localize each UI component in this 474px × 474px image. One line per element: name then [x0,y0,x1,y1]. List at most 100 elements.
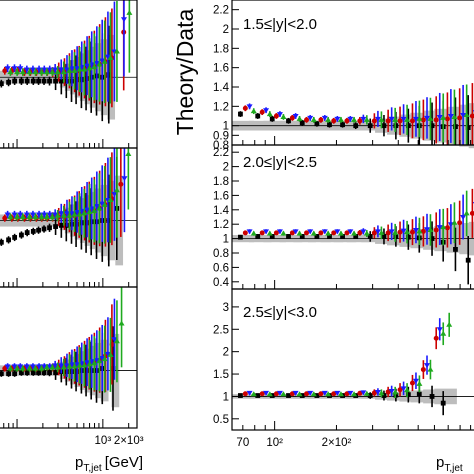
data-point-green [310,391,317,397]
y-tick-label: 1.2 [213,219,229,231]
y-tick-label: 0.9 [213,130,229,142]
y-tick-label: 0.6 [213,262,229,274]
data-point-blue [11,210,18,219]
data-point-green [54,66,61,79]
data-point-green [91,33,98,101]
data-point-black [314,120,320,127]
data-point-green [351,116,358,123]
data-point-black [238,234,243,240]
data-point-green [446,312,453,337]
data-point-black [73,55,79,105]
y-tick-label: 0.4 [213,277,230,289]
data-point-black [106,25,112,124]
data-point-black [367,231,373,242]
data-point-blue [412,216,419,244]
data-point-blue [99,324,106,392]
data-point-green [19,365,26,372]
data-point-red [2,365,8,372]
data-point-black [314,234,320,239]
data-point-black [367,118,373,133]
data-point-black [6,370,11,377]
data-point-blue [41,210,48,219]
data-point-black [24,369,30,376]
data-point-green [76,193,83,236]
data-point-black [53,218,58,235]
data-point-blue [4,64,11,73]
data-point-black [440,391,446,416]
data-point-blue [424,213,431,245]
data-point-green [250,230,257,236]
data-point-blue [36,363,43,370]
y-tick-label: 0.8 [213,140,229,152]
data-point-green [101,166,108,244]
data-point-blue [41,65,48,74]
data-point-green [107,157,114,243]
data-point-black [429,102,435,145]
data-point-green [76,347,83,384]
data-point-green [325,116,332,123]
data-point-black [24,77,30,85]
y-tick-label: 1.8 [213,176,229,188]
data-point-blue [84,338,91,387]
data-point-green [96,330,103,392]
data-point-black [106,174,112,267]
data-point-green [60,358,67,377]
data-point-green [101,20,108,104]
data-point-red [409,219,415,246]
data-point-black [286,393,291,398]
y-tick-label: 1.2 [213,101,229,113]
data-point-green [296,115,303,122]
data-point-blue [4,210,11,219]
data-point-blue [4,363,11,370]
data-point-red [304,116,310,123]
y-tick-label: 1 [223,121,229,133]
data-point-green [266,111,273,117]
data-point-red [457,200,463,245]
data-point-blue [23,65,30,74]
data-point-blue [412,101,419,137]
data-point-green [440,93,447,143]
data-point-black [353,122,359,130]
data-point-black [255,393,261,398]
data-point-red [385,109,391,132]
data-point-green [280,391,287,397]
data-point-blue [292,113,299,119]
data-point-green [49,213,56,221]
data-point-blue [11,64,18,73]
data-point-green [404,383,411,398]
data-point-blue [74,346,81,383]
data-point-blue [347,116,354,122]
data-point-red [469,83,474,145]
data-point-blue [334,229,341,235]
x-tick-label: 2×10² [322,437,352,449]
data-point-black [83,46,89,111]
data-point-black [429,221,435,256]
data-point-red [420,360,426,379]
data-point-blue [263,229,270,235]
data-point-green [296,391,303,397]
data-point-blue [74,191,81,233]
data-point-green [392,223,399,242]
right-x-axis-label-main: p [436,454,444,471]
data-point-black [0,238,4,246]
data-point-green [19,213,26,221]
data-point-black [19,77,24,85]
data-point-blue [93,26,100,100]
data-point-red [242,105,248,112]
data-point-blue [347,390,354,396]
right-y-axis-label: Theory/Data [172,9,198,136]
data-point-green [280,113,287,120]
data-point-green [71,351,78,382]
right-panel-2-label: 2.0≤|y|<2.5 [243,154,317,171]
data-point-black [238,111,243,117]
data-point-red [433,212,439,248]
right-panel-1-label: 1.5≤|y|<2.0 [243,16,317,33]
data-point-green [96,27,103,102]
data-point-green [66,354,73,379]
data-point-black [405,108,411,143]
y-tick-label: 2.5 [213,324,229,336]
data-point-red [344,230,350,236]
panels-layer: 10³ 2×10³0.80.911.21.41.61.822.20.40.60.8… [0,0,474,449]
data-point-black [314,393,320,398]
data-point-green [427,97,434,141]
